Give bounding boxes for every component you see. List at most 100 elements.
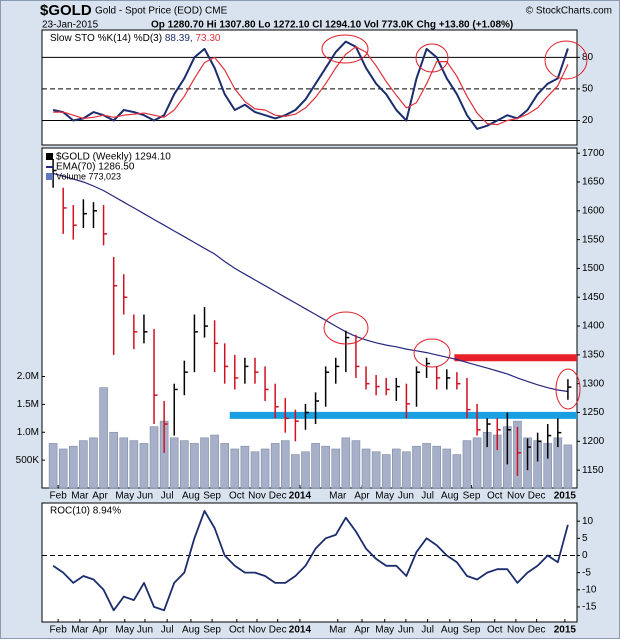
volume-bar	[351, 440, 361, 489]
volume-bar	[321, 445, 330, 489]
volume-bar	[301, 451, 310, 489]
annotation-circle	[544, 40, 588, 80]
x-tick-label: Jul	[161, 491, 174, 502]
volume-bar	[422, 443, 431, 489]
x-tick-label: Feb	[50, 491, 68, 502]
volume-bar	[402, 451, 411, 489]
series-line	[52, 510, 569, 612]
x-tick-label: Apr	[92, 625, 108, 636]
volume-bar	[220, 443, 230, 489]
y-tick-label: 1400	[582, 321, 605, 332]
volume-bar	[129, 440, 139, 489]
price-legend-icon	[46, 153, 53, 160]
x-tick-label: Aug	[182, 491, 200, 502]
y-tick-label: 1350	[582, 350, 605, 361]
volume-bar	[89, 437, 98, 489]
y-tick-label: 0	[582, 550, 588, 561]
x-tick-label: May	[375, 491, 394, 502]
x-tick-label: Jul	[161, 625, 174, 636]
y-tick-label: 1650	[582, 177, 605, 188]
annotation-circle	[555, 368, 581, 410]
x-tick-label: Oct	[487, 625, 503, 636]
x-tick-label: Dec	[269, 625, 287, 636]
volume-bar	[361, 448, 371, 489]
date: 23-Jan-2015	[42, 20, 99, 31]
volume-bar	[58, 448, 68, 489]
x-tick-label: Dec	[528, 491, 546, 502]
sto-panel	[41, 29, 578, 146]
volume-bar	[442, 448, 452, 489]
x-tick-label: Oct	[229, 491, 245, 502]
roc-title: ROC(10) 8.94%	[50, 506, 121, 517]
annotation-circle	[323, 311, 369, 345]
volume-bar	[210, 434, 219, 489]
x-tick-label: Apr	[354, 625, 370, 636]
x-tick-label: Sep	[203, 625, 221, 636]
annotation-circle	[413, 338, 451, 368]
volume-bar	[48, 443, 58, 489]
volume-bar	[139, 443, 149, 489]
x-tick-label: Jun	[137, 491, 153, 502]
x-tick-label: 2014	[289, 625, 312, 636]
volume-legend: Volume 773,023	[56, 171, 121, 181]
volume-bar	[452, 454, 462, 489]
volume-bar	[68, 445, 78, 489]
x-tick-label: Nov	[248, 491, 266, 502]
y-tick-label: 1150	[582, 465, 604, 476]
volume-bar	[200, 437, 209, 489]
x-tick-label: Mar	[71, 625, 89, 636]
x-tick-label: Apr	[92, 491, 108, 502]
x-tick-label: 2015	[554, 625, 577, 636]
x-tick-label: Oct	[487, 491, 503, 502]
volume-bar	[149, 426, 159, 489]
volume-bar	[392, 448, 401, 489]
volume-bar	[412, 445, 421, 489]
y-tick-label: 5	[582, 533, 588, 544]
x-tick-label: Jun	[398, 491, 414, 502]
x-tick-label: Jul	[421, 491, 434, 502]
x-tick-label: Dec	[269, 491, 287, 502]
y-tick-label: 1250	[582, 407, 605, 418]
x-tick-label: Nov	[248, 625, 266, 636]
sto-k-value: 88.39,	[165, 33, 193, 44]
x-tick-label: Nov	[507, 625, 525, 636]
x-tick-label: Mar	[71, 491, 89, 502]
x-tick-label: 2015	[554, 491, 577, 502]
y-tick-label: 1200	[582, 436, 605, 447]
x-tick-label: Mar	[329, 625, 347, 636]
series-line	[53, 46, 569, 126]
volume-bar	[472, 437, 482, 489]
plot-layers: 8050201150120012501300135014001450150015…	[16, 40, 605, 636]
y-tick-label: 1600	[582, 205, 605, 216]
annotation-circle	[321, 34, 369, 64]
x-tick-label: Apr	[354, 491, 370, 502]
volume-bar	[371, 451, 381, 489]
y-tick-label: 1700	[582, 148, 605, 159]
volume-tick-label: 1.5M	[17, 399, 39, 410]
ema-line	[52, 172, 568, 393]
x-tick-label: Sep	[463, 491, 481, 502]
volume-tick-label: 500K	[16, 455, 40, 466]
quote: Op 1280.70 Hi 1307.80 Lo 1272.10 Cl 1294…	[151, 20, 513, 31]
volume-bar	[432, 445, 441, 489]
x-tick-label: Sep	[463, 625, 481, 636]
volume-bar	[240, 445, 250, 489]
x-tick-label: Aug	[441, 625, 459, 636]
x-tick-label: Jul	[421, 625, 434, 636]
volume-bar	[563, 444, 573, 489]
y-tick-label: -15	[582, 602, 597, 613]
x-tick-label: Mar	[329, 491, 347, 502]
y-tick-label: 1550	[582, 234, 605, 245]
volume-bar	[230, 448, 240, 489]
volume-bar	[280, 440, 290, 489]
x-tick-label: May	[115, 491, 134, 502]
x-tick-label: 2014	[289, 491, 312, 502]
volume-bar	[270, 443, 280, 489]
y-tick-label: 1500	[582, 263, 605, 274]
y-tick-label: -10	[582, 584, 597, 595]
y-tick-label: 1300	[582, 378, 605, 389]
volume-bar	[462, 440, 472, 489]
x-tick-label: Dec	[528, 625, 546, 636]
x-tick-label: Jun	[398, 625, 414, 636]
